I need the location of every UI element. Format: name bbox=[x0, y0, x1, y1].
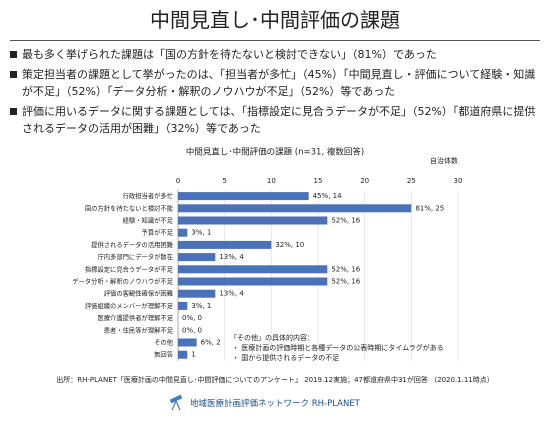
y-tick-label: 無回答 bbox=[154, 350, 174, 359]
y-tick-label: 国の方針を待たないと検討不能 bbox=[85, 203, 174, 212]
organization: 地域医療計画評価ネットワーク RH-PLANET bbox=[190, 399, 360, 409]
bullet-list: 最も多く挙げられた課題は「国の方針を待たないと検討できない」（81%）であった … bbox=[8, 46, 540, 140]
bar bbox=[178, 192, 309, 201]
bullet: 評価に用いるデータに関する課題としては、「指標設定に見合うデータが不足」（52%… bbox=[8, 103, 540, 137]
y-tick-label: 提供されるデータの活用困難 bbox=[91, 240, 174, 249]
bar bbox=[178, 289, 216, 298]
page-title: 中間見直し･中間評価の課題 bbox=[150, 8, 400, 32]
annotation: ・ 医療計画の評価時期と各種データの公表時期にタイムラグがある bbox=[232, 343, 444, 352]
bar bbox=[178, 216, 328, 225]
bullet: 最も多く挙げられた課題は「国の方針を待たないと検討できない」（81%）であった bbox=[8, 46, 540, 63]
title-rule bbox=[10, 40, 540, 41]
annotation: ・ 国から提供されるデータの不足 bbox=[232, 353, 339, 362]
axis-label: 自治体数 bbox=[430, 156, 458, 165]
bar bbox=[178, 301, 188, 310]
y-tick-label: その他 bbox=[154, 338, 174, 347]
y-tick-label: データ分析・解釈のノウハウが不足 bbox=[72, 277, 173, 286]
y-tick-label: 評価の客観性確保が困難 bbox=[104, 289, 174, 298]
bar bbox=[178, 338, 197, 347]
bar bbox=[178, 265, 328, 274]
y-tick-label: 経験・知識が不足 bbox=[123, 216, 174, 225]
y-tick-label: 指標設定に見合うデータが不足 bbox=[85, 264, 174, 273]
y-tick-label: 庁内多部門にデータが散在 bbox=[97, 252, 173, 261]
y-tick-label: 医療介護提供者が理解不足 bbox=[97, 313, 173, 322]
x-tick-label: 20 bbox=[360, 177, 369, 185]
data-label: 0%, 0 bbox=[182, 326, 202, 334]
data-label: 52%, 16 bbox=[331, 278, 360, 286]
data-label: 3%, 1 bbox=[191, 229, 211, 237]
y-tick-label: 評価組織のメンバーが理解不足 bbox=[85, 301, 174, 310]
source-note: 出所：RH-PLANET「医療計画の中間見直し･中間評価についてのアンケート」 … bbox=[56, 376, 494, 384]
x-tick-label: 30 bbox=[454, 177, 463, 185]
data-label: 81%, 25 bbox=[415, 204, 444, 212]
data-label: 3%, 1 bbox=[191, 302, 211, 310]
bar bbox=[178, 204, 412, 213]
annotation: 「その他」の具体的内容： bbox=[230, 333, 314, 342]
data-label: 13%, 4 bbox=[219, 253, 244, 261]
logo-icon bbox=[169, 394, 183, 411]
bar bbox=[178, 228, 188, 237]
y-tick-label: 患者・住民等が理解不足 bbox=[104, 325, 174, 334]
data-label: 52%, 16 bbox=[331, 265, 360, 273]
data-label: 0%, 0 bbox=[182, 314, 202, 322]
data-label: 6%, 2 bbox=[201, 339, 221, 347]
x-tick-label: 5 bbox=[222, 177, 226, 185]
bullet: 策定担当者の課題として挙がったのは、「担当者が多忙」（45%）「中間見直し・評価… bbox=[8, 66, 540, 100]
bar bbox=[178, 240, 272, 249]
bar bbox=[178, 253, 216, 262]
bar bbox=[178, 277, 328, 286]
chart: 中間見直し･中間評価の課題 (n=31, 複数回答) 自治体数 0 5 10 15 20… bbox=[72, 147, 463, 363]
data-label: 45%, 14 bbox=[313, 192, 342, 200]
data-label: 52%, 16 bbox=[331, 217, 360, 225]
x-tick-label: 25 bbox=[407, 177, 416, 185]
data-label: 13%, 4 bbox=[219, 290, 244, 298]
data-label: 1 bbox=[191, 351, 195, 359]
x-tick-label: 10 bbox=[267, 177, 276, 185]
bar bbox=[178, 350, 188, 359]
x-tick-label: 15 bbox=[314, 177, 323, 185]
data-label: 32%, 10 bbox=[275, 241, 304, 249]
x-tick-label: 0 bbox=[176, 177, 180, 185]
y-tick-label: 予算が不足 bbox=[142, 228, 174, 237]
chart-title: 中間見直し･中間評価の課題 (n=31, 複数回答) bbox=[186, 147, 364, 158]
y-tick-label: 行政担当者が多忙 bbox=[123, 191, 174, 200]
